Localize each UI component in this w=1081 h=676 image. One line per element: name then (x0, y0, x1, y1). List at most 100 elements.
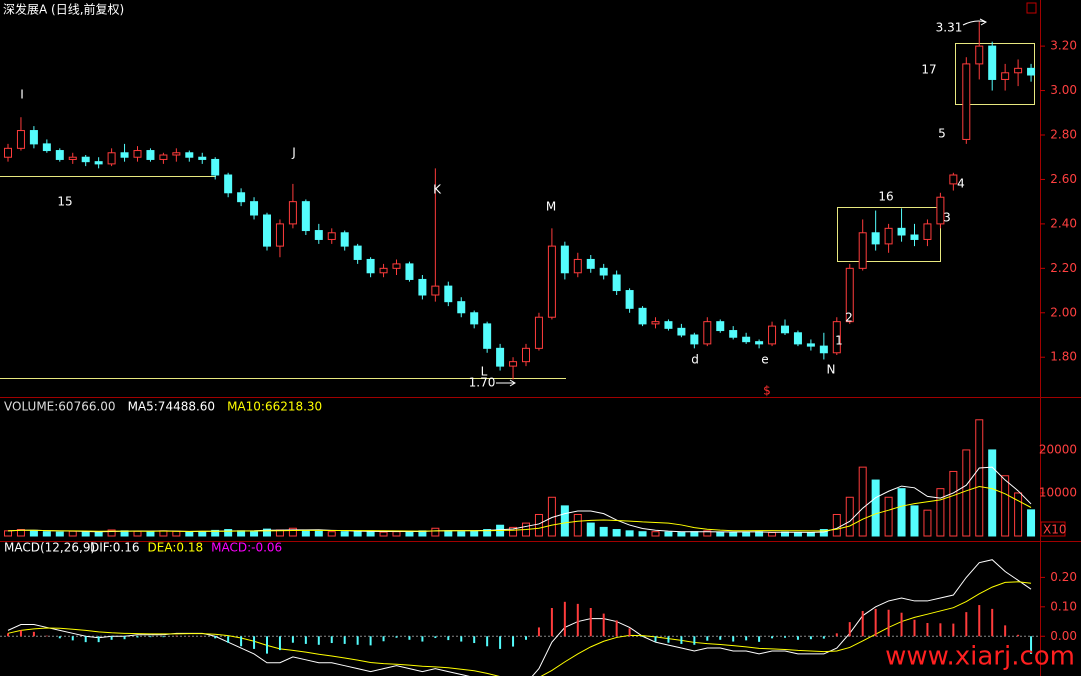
candle-body (716, 321, 725, 332)
annotation: 2 (845, 311, 853, 325)
volume-bar (638, 531, 647, 537)
volume-bar (729, 532, 738, 537)
y-tick-label: 2.20 (1050, 261, 1077, 275)
volume-bar (560, 505, 569, 537)
candle-body (418, 278, 427, 296)
legend-entry: DIF:0.16 (90, 541, 140, 555)
annotation: 5 (938, 127, 946, 141)
candle-body (664, 321, 673, 329)
volume-bar (716, 531, 725, 537)
candle-body (729, 330, 738, 338)
candle-body (522, 347, 530, 363)
volume-bar (793, 532, 802, 537)
candle-body (133, 150, 142, 158)
candle-body (975, 45, 984, 65)
volume-bar (237, 530, 246, 537)
volume-bar (366, 530, 375, 537)
candle-body (949, 174, 958, 185)
volume-bar (923, 509, 932, 537)
volume-bar (81, 531, 90, 537)
volume-bar (263, 528, 271, 537)
annotation: 1.70 (469, 376, 496, 390)
candle-body (288, 201, 297, 225)
candle-body (198, 156, 207, 160)
candle-body (81, 156, 90, 163)
volume-bar (288, 527, 297, 537)
volume-bar (29, 529, 38, 537)
candle-body (159, 154, 168, 160)
volume-bar (625, 530, 634, 537)
legend-entry: DEA:0.18 (148, 541, 204, 555)
candle-body (806, 343, 815, 347)
annotation: 3.31 (936, 21, 963, 35)
volume-bar (198, 531, 207, 537)
candle-body (1001, 72, 1010, 80)
y-tick-label: 3.20 (1050, 39, 1077, 53)
candle-body (988, 45, 997, 80)
y-tick-label: 0.20 (1050, 570, 1077, 584)
y-tick-label: 2.80 (1050, 128, 1077, 142)
volume-bar (327, 531, 336, 537)
volume-bar (107, 529, 116, 537)
candle-body (560, 245, 569, 274)
y-tick-label: 0.10 (1050, 599, 1077, 613)
candle-body (625, 290, 634, 309)
volume-bar (185, 531, 194, 537)
candle-body (923, 223, 932, 240)
arrows (496, 18, 988, 387)
candle-body (793, 332, 802, 345)
volume-bar (884, 496, 893, 537)
candle-body (509, 361, 518, 367)
candle-body (327, 232, 336, 240)
candle-body (534, 316, 543, 349)
consolidation-box (837, 207, 941, 262)
volume-ma-line (7, 485, 1032, 532)
volume-bar (897, 488, 906, 537)
volume-bar (405, 531, 414, 537)
candle-body (677, 327, 686, 336)
candle-body (275, 223, 284, 247)
volume-bar (962, 449, 971, 537)
candle-body (146, 150, 155, 160)
candle-body (936, 196, 945, 225)
volume-bar (224, 529, 233, 537)
candle-body (107, 152, 116, 165)
volume-bar (211, 529, 220, 537)
candle-body (431, 285, 440, 296)
candle-body (910, 234, 919, 240)
candle-body (819, 345, 828, 354)
volume-bar (16, 529, 25, 537)
candle-body (703, 321, 712, 345)
y-tick-label: 0.00 (1050, 629, 1077, 643)
y-tick-label: 2.60 (1050, 172, 1077, 186)
candle-body (55, 150, 64, 160)
volume-bar (910, 505, 919, 537)
volume-bar (379, 531, 388, 537)
volume-bar (677, 532, 686, 537)
candle-body (962, 63, 971, 140)
volume-bar (586, 522, 595, 537)
candle-body (768, 325, 777, 345)
annotation: L (481, 365, 488, 379)
candle-body (211, 158, 220, 176)
candle-body (392, 263, 401, 269)
candle-body (897, 227, 906, 236)
candle-body (742, 336, 751, 343)
volume-bar (819, 529, 828, 537)
annotation: d (691, 353, 699, 367)
volume-bar (988, 449, 997, 537)
candle-body (263, 214, 271, 247)
volume-bar (172, 530, 181, 537)
volume-bar (1014, 492, 1023, 537)
candle-body (94, 161, 103, 165)
candle-body (353, 245, 362, 260)
arrow (962, 18, 988, 26)
volume-bar (301, 529, 310, 537)
panel-title: MACD(12,26,9) (4, 541, 95, 555)
volume-bar (742, 531, 751, 537)
volume-bar (690, 531, 699, 537)
annotation: 3 (943, 211, 951, 225)
candle-body (832, 321, 841, 354)
